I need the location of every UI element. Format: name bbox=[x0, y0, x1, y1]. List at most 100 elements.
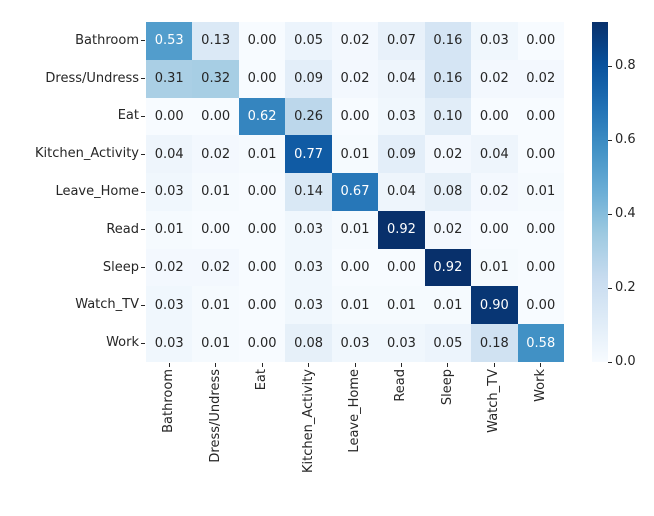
cell-value: 0.09 bbox=[294, 71, 324, 87]
heatmap-cell-8-4: 0.03 bbox=[331, 324, 379, 362]
heatmap-cell-3-2: 0.01 bbox=[238, 135, 286, 174]
heatmap-cell-1-2: 0.00 bbox=[238, 59, 286, 98]
heatmap-cell-0-5: 0.07 bbox=[378, 22, 425, 60]
y-axis-tick bbox=[141, 304, 145, 306]
cell-value: 0.00 bbox=[247, 260, 277, 276]
heatmap-cell-6-7: 0.01 bbox=[471, 248, 518, 287]
cell-value: 0.67 bbox=[340, 184, 370, 200]
heatmap-cell-7-2: 0.00 bbox=[238, 286, 286, 325]
y-tick-label-read: Read bbox=[106, 221, 139, 237]
cell-value: 0.01 bbox=[340, 222, 370, 238]
y-tick-label-leave-home: Leave_Home bbox=[55, 184, 139, 199]
heatmap-cell-8-6: 0.05 bbox=[424, 324, 472, 362]
cell-value: 0.00 bbox=[526, 146, 556, 162]
cell-value: 0.10 bbox=[433, 108, 463, 124]
cell-value: 0.00 bbox=[247, 335, 277, 351]
x-axis-tick bbox=[308, 363, 310, 367]
cell-value: 0.01 bbox=[201, 184, 231, 200]
heatmap-cell-4-2: 0.00 bbox=[238, 173, 286, 211]
y-tick-label-work: Work bbox=[106, 335, 139, 351]
cell-value: 0.58 bbox=[526, 335, 556, 351]
heatmap-cell-2-3: 0.26 bbox=[285, 97, 332, 136]
heatmap-cell-5-8: 0.00 bbox=[517, 210, 564, 249]
heatmap-cell-7-3: 0.03 bbox=[285, 286, 332, 325]
heatmap-cell-1-6: 0.16 bbox=[424, 59, 472, 98]
cell-value: 0.02 bbox=[340, 71, 370, 87]
cell-value: 0.00 bbox=[247, 222, 277, 238]
y-axis-tick bbox=[141, 78, 145, 80]
cell-value: 0.03 bbox=[294, 260, 324, 276]
heatmap-cell-4-0: 0.03 bbox=[146, 173, 193, 211]
colorbar-tick-label: 0.8 bbox=[615, 58, 636, 74]
heatmap-cell-0-0: 0.53 bbox=[146, 22, 193, 60]
cell-value: 0.01 bbox=[247, 146, 277, 162]
cell-value: 0.03 bbox=[386, 108, 416, 124]
cell-value: 0.04 bbox=[154, 146, 184, 162]
heatmap-cell-4-1: 0.01 bbox=[192, 173, 239, 211]
x-axis-tick bbox=[215, 363, 217, 367]
heatmap-cell-0-2: 0.00 bbox=[238, 22, 286, 60]
heatmap-cell-7-7: 0.90 bbox=[471, 286, 518, 325]
y-axis-tick bbox=[141, 229, 145, 231]
x-tick-label-dress-undress: Dress/Undress bbox=[207, 369, 223, 463]
cell-value: 0.13 bbox=[201, 33, 231, 49]
cell-value: 0.26 bbox=[294, 108, 324, 124]
heatmap-cell-2-2: 0.62 bbox=[238, 97, 286, 136]
heatmap-cell-6-3: 0.03 bbox=[285, 248, 332, 287]
heatmap-cell-8-7: 0.18 bbox=[471, 324, 518, 362]
heatmap-cell-4-4: 0.67 bbox=[331, 173, 379, 211]
heatmap-cell-2-6: 0.10 bbox=[424, 97, 472, 136]
y-axis-tick bbox=[141, 153, 145, 155]
cell-value: 0.03 bbox=[340, 335, 370, 351]
cell-value: 0.05 bbox=[433, 335, 463, 351]
cell-value: 0.09 bbox=[386, 146, 416, 162]
cell-value: 0.03 bbox=[479, 33, 509, 49]
heatmap-cell-3-4: 0.01 bbox=[331, 135, 379, 174]
cell-value: 0.00 bbox=[479, 108, 509, 124]
heatmap-cell-5-1: 0.00 bbox=[192, 210, 239, 249]
colorbar bbox=[592, 22, 608, 362]
cell-value: 0.03 bbox=[154, 297, 184, 313]
heatmap-cell-8-2: 0.00 bbox=[238, 324, 286, 362]
colorbar-tick-label: 0.2 bbox=[615, 280, 636, 296]
cell-value: 0.01 bbox=[526, 184, 556, 200]
heatmap-cell-0-1: 0.13 bbox=[192, 22, 239, 60]
x-axis-tick bbox=[447, 363, 449, 367]
heatmap-cell-5-7: 0.00 bbox=[471, 210, 518, 249]
cell-value: 0.01 bbox=[433, 297, 463, 313]
cell-value: 0.00 bbox=[526, 108, 556, 124]
heatmap-cell-6-6: 0.92 bbox=[424, 248, 472, 287]
heatmap-cell-7-4: 0.01 bbox=[331, 286, 379, 325]
heatmap-cell-2-4: 0.00 bbox=[331, 97, 379, 136]
heatmap-cell-3-5: 0.09 bbox=[378, 135, 425, 174]
colorbar-tick-label: 0.4 bbox=[615, 206, 636, 222]
x-axis-tick bbox=[400, 363, 402, 367]
x-tick-label-kitchen-activity: Kitchen_Activity bbox=[300, 369, 316, 473]
cell-value: 0.92 bbox=[433, 260, 463, 276]
heatmap-cell-7-8: 0.00 bbox=[517, 286, 564, 325]
heatmap-cell-0-4: 0.02 bbox=[331, 22, 379, 60]
heatmap-cell-3-1: 0.02 bbox=[192, 135, 239, 174]
cell-value: 0.03 bbox=[154, 184, 184, 200]
colorbar-tick bbox=[608, 65, 612, 67]
cell-value: 0.00 bbox=[154, 108, 184, 124]
cell-value: 0.00 bbox=[247, 33, 277, 49]
colorbar-tick bbox=[608, 139, 612, 141]
heatmap-cell-2-1: 0.00 bbox=[192, 97, 239, 136]
heatmap-cell-5-6: 0.02 bbox=[424, 210, 472, 249]
heatmap-cell-3-0: 0.04 bbox=[146, 135, 193, 174]
heatmap-cell-6-1: 0.02 bbox=[192, 248, 239, 287]
heatmap-cell-8-3: 0.08 bbox=[285, 324, 332, 362]
heatmap-cell-2-5: 0.03 bbox=[378, 97, 425, 136]
x-tick-label-bathroom: Bathroom bbox=[161, 369, 177, 433]
cell-value: 0.07 bbox=[386, 33, 416, 49]
cell-value: 0.14 bbox=[294, 184, 324, 200]
cell-value: 0.00 bbox=[247, 184, 277, 200]
x-axis-tick bbox=[354, 363, 356, 367]
cell-value: 0.03 bbox=[386, 335, 416, 351]
cell-value: 0.18 bbox=[479, 335, 509, 351]
cell-value: 0.08 bbox=[294, 335, 324, 351]
cell-value: 0.02 bbox=[340, 33, 370, 49]
heatmap-cell-4-5: 0.04 bbox=[378, 173, 425, 211]
